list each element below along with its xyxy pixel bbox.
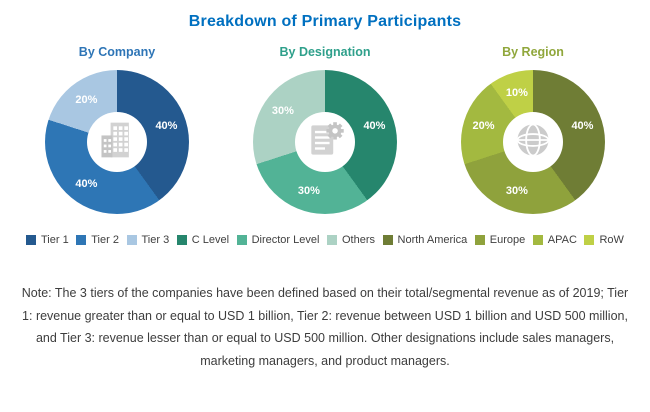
legend-row: Tier 1 Tier 2 Tier 3 C Level Director Level O… <box>0 234 650 246</box>
legend-label: Others <box>341 234 375 246</box>
legend-label: Europe <box>489 234 526 246</box>
legend-item: North America <box>382 234 468 246</box>
legend-item: Others <box>326 234 375 246</box>
legend-item: Director Level <box>236 234 320 246</box>
legend-swatch <box>584 235 595 245</box>
charts-row: By Company <box>0 31 650 214</box>
legend-label: Director Level <box>251 234 320 246</box>
donut-hole <box>503 112 563 172</box>
donut-chart-by-region: 40% 30% 20% 10% <box>461 70 605 214</box>
legend-label: C Level <box>191 234 230 246</box>
chart-by-region: By Region 40% 30% 20% 10% <box>430 45 636 214</box>
legend-label: Tier 1 <box>41 234 69 246</box>
legend-item: RoW <box>584 234 624 246</box>
segment-percentage-label: 30% <box>505 185 528 198</box>
segment-percentage-label: 10% <box>505 86 528 99</box>
legend-label: Tier 2 <box>91 234 119 246</box>
chart-by-company: By Company <box>14 45 220 214</box>
legend-item: C Level <box>176 234 230 246</box>
donut-hole <box>295 112 355 172</box>
legend-label: APAC <box>547 234 577 246</box>
chart-title-by-designation: By Designation <box>279 45 371 59</box>
chart-title-by-company: By Company <box>78 45 156 59</box>
note-text: Note: The 3 tiers of the companies have … <box>21 286 629 368</box>
segment-percentage-label: 30% <box>297 185 320 198</box>
segment-percentage-label: 40% <box>75 178 98 191</box>
legend-item: Tier 3 <box>126 234 170 246</box>
legend-label: North America <box>397 234 468 246</box>
legend-label: Tier 3 <box>141 234 170 246</box>
legend-swatch <box>236 235 247 245</box>
legend-swatch <box>532 235 543 245</box>
globe-icon <box>512 119 554 166</box>
legend-swatch <box>176 235 187 245</box>
legend-label: RoW <box>599 234 624 246</box>
legend-item: Tier 2 <box>76 234 119 246</box>
building-icon <box>96 119 138 166</box>
chart-by-designation: By Designation <box>222 45 428 214</box>
segment-percentage-label: 20% <box>75 93 98 106</box>
donut-hole <box>87 112 147 172</box>
legend-swatch <box>26 235 36 245</box>
page-title: Breakdown of Primary Participants <box>188 13 462 30</box>
segment-percentage-label: 20% <box>472 119 495 132</box>
segment-percentage-label: 30% <box>271 105 294 118</box>
segment-percentage-label: 40% <box>571 119 594 132</box>
legend-swatch <box>474 235 485 245</box>
segment-percentage-label: 40% <box>155 119 178 132</box>
legend-item: APAC <box>532 234 577 246</box>
legend-swatch <box>382 235 393 245</box>
chart-title-by-region: By Region <box>502 45 564 59</box>
document-gear-icon <box>304 119 346 166</box>
donut-chart-by-company: 40% 40% 20% <box>45 70 189 214</box>
legend-swatch <box>326 235 337 245</box>
legend-swatch <box>126 235 137 245</box>
legend-item: Tier 1 <box>26 234 69 246</box>
legend-swatch <box>76 235 87 245</box>
donut-chart-by-designation: 40% 30% 30% <box>253 70 397 214</box>
legend-item: Europe <box>474 234 526 246</box>
segment-percentage-label: 40% <box>363 119 386 132</box>
